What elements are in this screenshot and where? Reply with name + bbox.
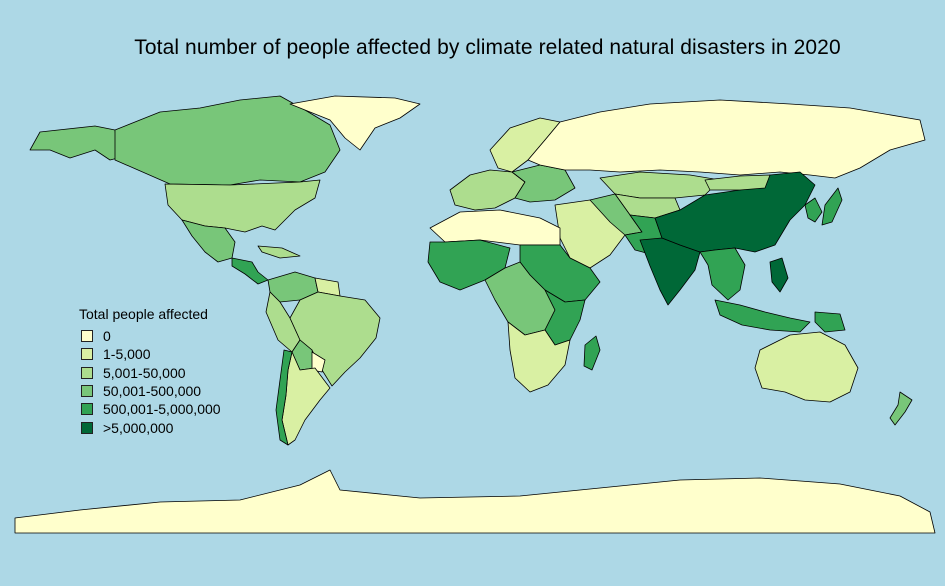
legend-swatch	[81, 348, 93, 361]
region-madagascar	[583, 335, 601, 371]
map-title: Total number of people affected by clima…	[134, 36, 841, 59]
region-chile	[275, 349, 293, 446]
legend-label: 50,001-500,000	[103, 383, 202, 400]
legend-title: Total people affected	[79, 306, 208, 322]
legend-item: 500,001-5,000,000	[79, 400, 221, 418]
legend-label: 1-5,000	[103, 346, 151, 363]
legend-item: >5,000,000	[79, 418, 221, 436]
region-southern-africa	[507, 321, 571, 393]
legend-swatch	[81, 385, 93, 398]
legend-swatch	[81, 421, 93, 434]
legend-label: 5,001-50,000	[103, 364, 186, 381]
region-mongolia	[704, 174, 771, 191]
region-alaska	[29, 125, 119, 161]
region-greenland	[289, 95, 421, 151]
legend-items: 0 1-5,000 5,001-50,000 50,001-500,000 500,00…	[79, 327, 221, 437]
legend-item: 5,001-50,000	[79, 364, 221, 382]
region-china	[654, 171, 816, 253]
region-russia	[527, 99, 926, 179]
region-new-zealand	[889, 391, 913, 426]
legend-item: 0	[79, 327, 221, 345]
legend-label: 0	[103, 328, 111, 345]
region-caribbean	[257, 245, 301, 259]
region-western-europe	[449, 169, 526, 211]
region-southeast-asia	[699, 247, 746, 301]
region-australia	[754, 331, 859, 403]
legend: Total people affected 0 1-5,000 5,001-50,0…	[79, 306, 221, 437]
region-indonesia	[714, 299, 811, 333]
region-philippines	[769, 257, 789, 293]
legend-swatch	[81, 330, 93, 343]
region-korea-japan	[804, 187, 843, 226]
legend-item: 50,001-500,000	[79, 382, 221, 400]
region-papua	[814, 311, 846, 333]
region-paraguay	[311, 351, 326, 373]
legend-swatch	[81, 366, 93, 379]
legend-swatch	[81, 403, 93, 416]
legend-label: >5,000,000	[103, 419, 174, 436]
region-central-america	[231, 257, 269, 285]
region-north-africa	[429, 209, 561, 246]
legend-label: 500,001-5,000,000	[103, 401, 221, 418]
legend-item: 1-5,000	[79, 345, 221, 363]
region-antarctica	[14, 469, 936, 534]
